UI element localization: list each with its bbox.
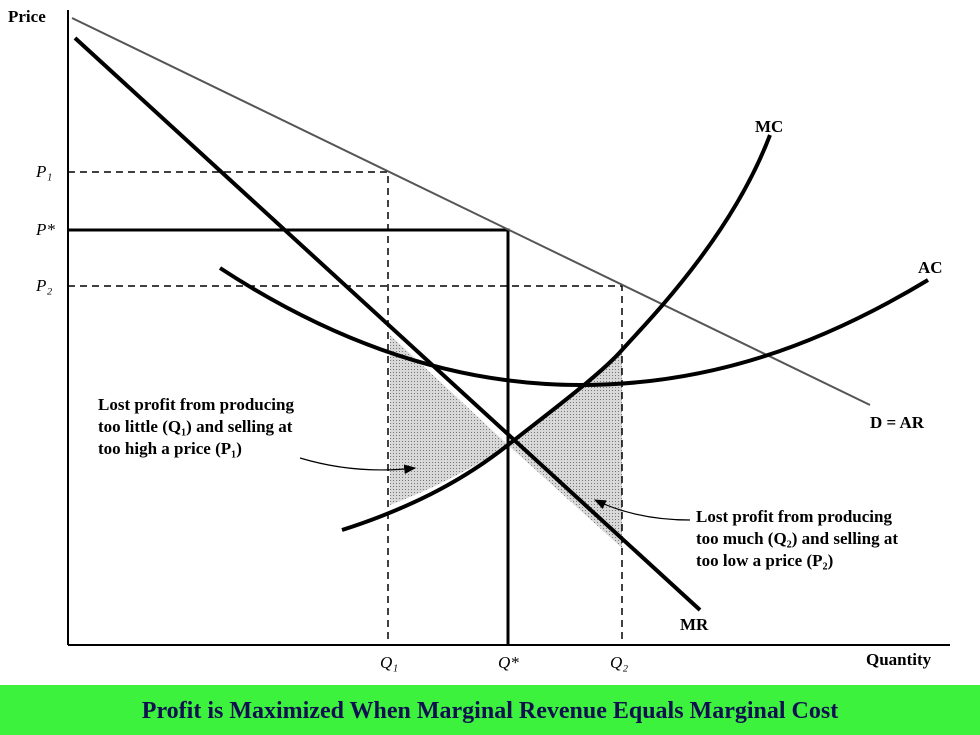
price-label: P* bbox=[35, 220, 55, 239]
p2-guide bbox=[68, 285, 623, 645]
price-label: P₁ bbox=[35, 162, 52, 181]
mr-curve bbox=[73, 36, 702, 612]
y-axis-label: Price bbox=[8, 7, 46, 26]
curve-label: D = AR bbox=[870, 413, 925, 432]
annotation-line: too high a price (P₁) bbox=[98, 439, 242, 458]
curve-label: MC bbox=[755, 117, 783, 136]
curve-label: MR bbox=[680, 615, 709, 634]
quantity-label: Q₂ bbox=[610, 653, 628, 672]
price-label: P₂ bbox=[35, 276, 52, 295]
demand-curve bbox=[71, 17, 871, 406]
arrow-right bbox=[593, 499, 691, 521]
caption: Profit is Maximized When Marginal Revenu… bbox=[142, 698, 838, 724]
caption-bar bbox=[0, 685, 980, 735]
x-axis-label: Quantity bbox=[866, 650, 932, 669]
curve-label: AC bbox=[918, 258, 943, 277]
arrow-left bbox=[299, 457, 417, 474]
quantity-label: Q* bbox=[498, 653, 519, 672]
ac-curve bbox=[218, 266, 930, 388]
lost-profit-right bbox=[508, 350, 622, 548]
annotation-line: too low a price (P₂) bbox=[696, 551, 833, 570]
annotation-line: too much (Q₂) and selling at bbox=[696, 529, 898, 548]
annotation-line: too little (Q₁) and selling at bbox=[98, 417, 293, 436]
lost-profit-left bbox=[390, 335, 508, 505]
quantity-label: Q₁ bbox=[380, 653, 398, 672]
annotation-line: Lost profit from producing bbox=[696, 507, 892, 526]
annotation-line: Lost profit from producing bbox=[98, 395, 294, 414]
